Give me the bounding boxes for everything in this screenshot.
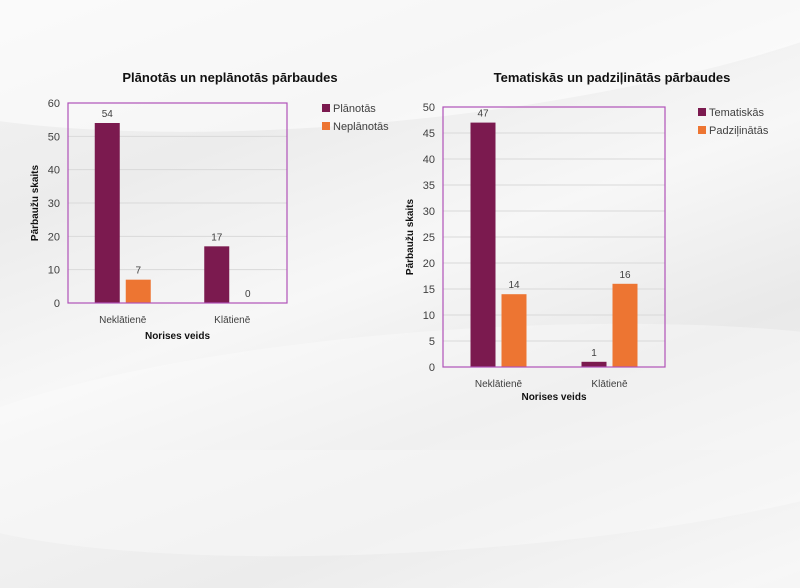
y-tick-label: 10 [423,310,435,322]
y-tick-label: 35 [423,180,435,192]
y-axis-title: Pārbaužu skaits [30,164,41,241]
y-tick-label: 20 [48,231,60,243]
x-category-label: Neklātienē [475,379,523,390]
legend-label: Padziļinātās [709,125,769,137]
y-tick-label: 50 [423,102,435,114]
chart-2: Tematiskās un padziļinātās pārbaudes 0 5 10… [405,70,769,403]
y-axis-title: Pārbaužu skaits [405,198,416,275]
y-tick-label: 40 [423,154,435,166]
bar-Padziļinātās [612,283,638,367]
chart-title: Plānotās un neplānotās pārbaudes [122,70,337,85]
data-label: 47 [477,109,489,120]
charts-canvas: Plānotās un neplānotās pārbaudes01020304… [30,70,769,403]
bar-Plānotās [94,123,120,303]
bar-Plānotās [204,246,230,303]
legend-label: Tematiskās [709,107,765,119]
y-tick-label: 20 [423,258,435,270]
y-tick-label: 60 [48,98,60,110]
y-tick-label: 15 [423,284,435,296]
bar-Tematiskās [470,122,496,367]
data-label: 0 [245,289,251,300]
data-label: 1 [591,348,597,359]
y-tick-label: 40 [48,165,60,177]
data-label: 14 [508,280,520,291]
x-category-label: Klātienē [591,379,628,390]
y-tick-label: 30 [423,206,435,218]
legend-swatch [322,122,330,130]
y-tick-label: 5 [429,336,435,348]
legend-swatch [322,104,330,112]
plot-frame [442,106,666,368]
legend-label: Plānotās [333,103,376,115]
y-tick-label: 30 [48,198,60,210]
chart-title: Tematiskās un padziļinātās pārbaudes [494,70,731,85]
data-label: 7 [135,266,141,277]
data-label: 16 [619,270,631,281]
data-label: 17 [211,232,223,243]
bar-Neplānotās [125,279,151,303]
y-tick-label: 0 [54,298,60,310]
bar-Padziļinātās [501,294,527,367]
y-tick-label: 45 [423,128,435,140]
x-axis-title: Norises veids [521,392,586,403]
bar-Tematiskās [581,361,607,367]
legend-swatch [698,126,706,134]
y-tick-label: 25 [423,232,435,244]
x-category-label: Neklātienē [99,315,147,326]
y-tick-label: 10 [48,265,60,277]
data-label: 54 [102,109,114,120]
y-tick-label: 50 [48,131,60,143]
y-tick-label: 0 [429,362,435,374]
x-category-label: Klātienē [214,315,251,326]
legend-swatch [698,108,706,116]
plot-frame [67,102,288,304]
x-axis-title: Norises veids [145,331,210,342]
legend-label: Neplānotās [333,121,389,133]
chart-1: Plānotās un neplānotās pārbaudes 0 10 20 30 4… [30,70,389,342]
